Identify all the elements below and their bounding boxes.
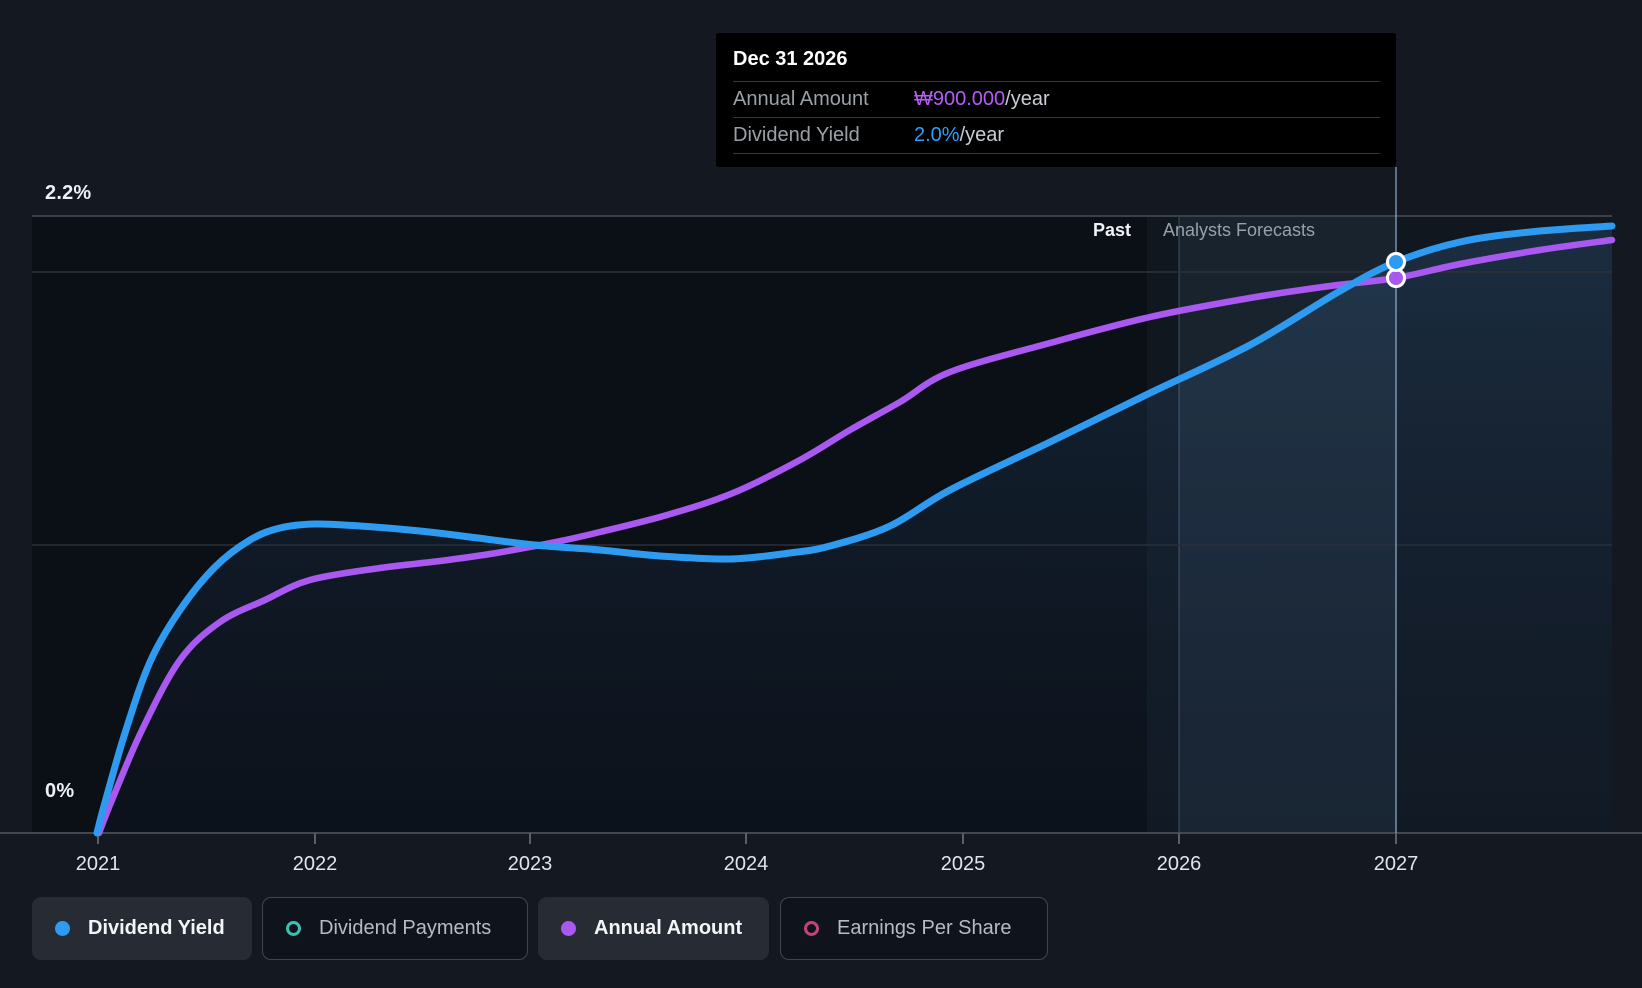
x-axis-label-2026: 2026 <box>1156 853 1202 875</box>
tooltip-value-suffix: /year <box>1005 88 1050 110</box>
tooltip-label: Annual Amount <box>733 88 869 110</box>
x-axis-label-2025: 2025 <box>940 853 986 875</box>
legend-chip-annual-amount[interactable]: Annual Amount <box>538 897 769 960</box>
hover-marker-dividend-yield[interactable] <box>1386 252 1406 272</box>
tooltip-date: Dec 31 2026 <box>733 48 848 70</box>
legend-label: Annual Amount <box>594 917 743 939</box>
tooltip-value: 2.0% <box>914 124 960 146</box>
legend-ring-icon <box>286 921 301 936</box>
y-axis-zero-label: 0% <box>45 780 75 802</box>
legend-chip-dividend-yield[interactable]: Dividend Yield <box>32 897 252 960</box>
x-axis-label-2021: 2021 <box>75 853 121 875</box>
chart-tooltip: Dec 31 2026 Annual Amount ₩900.000/year … <box>716 33 1396 167</box>
legend-dot-icon <box>55 921 70 936</box>
annual-amount-curve[interactable] <box>95 236 1616 837</box>
dividend-yield-area-fill <box>97 226 1612 833</box>
dividend-yield-curve[interactable] <box>93 222 1616 837</box>
legend-label: Dividend Yield <box>88 917 225 939</box>
past-region-label: Past <box>1092 220 1131 240</box>
tooltip-row-dividend-yield: Dividend Yield 2.0%/year <box>733 117 1380 153</box>
tooltip-bottom-rule <box>733 153 1380 154</box>
y-axis-top-label: 2.2% <box>45 182 92 204</box>
hovered-year-band <box>1179 216 1396 833</box>
legend-label: Dividend Payments <box>319 917 492 939</box>
legend-chip-earnings-per-share[interactable]: Earnings Per Share <box>780 897 1048 960</box>
x-axis-label-2022: 2022 <box>292 853 338 875</box>
x-axis-label-2023: 2023 <box>507 853 553 875</box>
tooltip-label: Dividend Yield <box>733 124 860 146</box>
legend-chip-dividend-payments[interactable]: Dividend Payments <box>262 897 528 960</box>
x-axis-label-2024: 2024 <box>723 853 769 875</box>
legend-label: Earnings Per Share <box>837 917 1012 939</box>
forecast-region-shade <box>1147 216 1612 833</box>
legend-ring-icon <box>804 921 819 936</box>
hover-marker-annual-amount[interactable] <box>1386 268 1406 288</box>
tooltip-value-suffix: /year <box>959 124 1005 146</box>
forecast-region-label: Analysts Forecasts <box>1163 220 1316 240</box>
tooltip-row-annual-amount: Annual Amount ₩900.000/year <box>733 81 1380 117</box>
tooltip-value: ₩900.000 <box>914 88 1006 110</box>
legend-dot-icon <box>561 921 576 936</box>
x-axis-label-2027: 2027 <box>1373 853 1419 875</box>
